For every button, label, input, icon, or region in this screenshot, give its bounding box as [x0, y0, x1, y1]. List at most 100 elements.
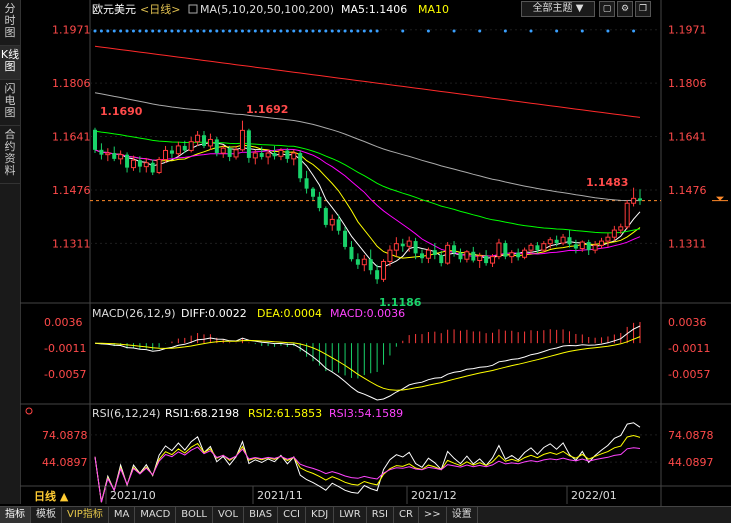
restore-icon[interactable]: ❐ — [635, 1, 651, 17]
signal-dot — [606, 29, 610, 33]
candle-body — [464, 251, 470, 260]
annotation-recent-high: 1.1483 — [586, 176, 628, 189]
ma-params: MA(5,10,20,50,100,200) — [200, 3, 334, 16]
candle-body — [484, 255, 489, 264]
tab-timeshare[interactable]: 分时图 — [0, 0, 20, 46]
ma5-value: MA5:1.1406 — [341, 3, 407, 16]
period-indicator[interactable]: 日线 ▲ — [34, 489, 69, 503]
date-label: 2021/11 — [257, 489, 303, 502]
tab-lightning[interactable]: 闪电图 — [0, 80, 20, 126]
toolbar-tab[interactable]: VOL — [213, 507, 245, 523]
toolbar-tab[interactable]: LWR — [334, 507, 367, 523]
candle-body — [233, 149, 239, 158]
toolbar-tab[interactable]: MA — [109, 507, 136, 523]
signal-dot — [375, 29, 379, 33]
date-label: 2021/10 — [110, 489, 156, 502]
grid-lines — [90, 29, 661, 244]
candle-body — [528, 244, 534, 251]
toolbar-tab[interactable]: CR — [394, 507, 419, 523]
toolbar-tab[interactable]: 设置 — [447, 507, 478, 523]
tab-contract-info[interactable]: 合约资料 — [0, 126, 20, 184]
signal-dot — [305, 29, 309, 33]
signal-dot — [478, 29, 482, 33]
signal-dot — [503, 29, 507, 33]
candle-body — [291, 152, 297, 160]
theme-dropdown[interactable]: 全部主题 ▼ — [521, 1, 595, 17]
tab-kline[interactable]: K线图 — [0, 46, 20, 80]
candle-body — [413, 241, 418, 254]
signal-dot — [260, 29, 264, 33]
toolbar-tab[interactable]: BIAS — [244, 507, 279, 523]
candle-body — [432, 250, 437, 256]
signal-dot — [324, 29, 328, 33]
signal-dot — [176, 29, 180, 33]
candle-body — [259, 153, 264, 157]
candle-body — [175, 145, 181, 155]
signal-dot — [164, 29, 168, 33]
toolbar-tab[interactable]: MACD — [135, 507, 177, 523]
rsi1-value: RSI1:68.2198 — [165, 407, 239, 420]
signal-dot — [228, 29, 232, 33]
candle-body — [541, 243, 547, 251]
annotation-high-1: 1.1690 — [100, 105, 143, 118]
annotation-low: 1.1186 — [379, 296, 422, 309]
signal-dot — [106, 29, 110, 33]
settings-icon[interactable]: ⚙ — [617, 1, 633, 17]
signal-dot — [202, 29, 206, 33]
instrument-name: 欧元美元 — [92, 3, 136, 16]
rsi1-line — [94, 422, 641, 503]
toolbar-tab[interactable]: CCI — [278, 507, 307, 523]
macd-value: MACD:0.0036 — [330, 307, 405, 320]
kline-chart[interactable]: 1.1971 1.1971 1.1806 1.1806 1.1641 1.1641 1.14… — [0, 0, 731, 506]
candle-body — [605, 236, 611, 242]
signal-dots — [93, 29, 636, 33]
signal-dot — [138, 29, 142, 33]
toolbar-tab[interactable]: >> — [419, 507, 447, 523]
toolbar-tab[interactable]: RSI — [367, 507, 394, 523]
macd-tick-left: -0.0057 — [44, 368, 86, 381]
candle-body — [496, 242, 502, 258]
signal-dot — [247, 29, 251, 33]
toolbar-tab[interactable]: 指标 — [0, 507, 31, 523]
signal-dot — [311, 29, 315, 33]
rsi3-line — [94, 446, 641, 503]
signal-dot — [189, 29, 193, 33]
record-icon[interactable] — [25, 407, 33, 415]
candle-body — [130, 159, 136, 169]
panel-borders — [20, 0, 731, 506]
price-tick-right: 1.1641 — [668, 131, 707, 144]
candle-body — [182, 145, 187, 151]
maximize-icon[interactable]: ▢ — [599, 1, 615, 17]
signal-dot — [125, 29, 129, 33]
signal-dot — [330, 29, 334, 33]
candle-body — [336, 219, 341, 231]
candle-body — [425, 249, 431, 259]
candle-body — [163, 149, 169, 161]
signal-dot — [151, 29, 155, 33]
signal-dot — [157, 29, 161, 33]
macd-dea-line — [94, 336, 641, 391]
candle-body — [579, 241, 585, 250]
signal-dot — [356, 29, 360, 33]
rsi3-value: RSI3:54.1589 — [329, 407, 403, 420]
macd-dea: DEA:0.0004 — [257, 307, 322, 320]
price-tick-left: 1.1806 — [52, 77, 91, 90]
signal-dot — [362, 29, 366, 33]
candle-body — [220, 147, 226, 154]
candle-body — [387, 249, 393, 262]
candle-body — [156, 159, 162, 173]
candle-body — [471, 251, 476, 261]
candle-body — [214, 139, 219, 154]
candle-body — [611, 229, 617, 238]
signal-dot — [234, 29, 238, 33]
signal-dot — [426, 29, 430, 33]
toolbar-tab[interactable]: BOLL — [176, 507, 213, 523]
toolbar-tab[interactable]: KDJ — [306, 507, 335, 523]
candle-body — [573, 244, 578, 249]
ma-settings-icon[interactable] — [188, 4, 198, 14]
candle-body — [458, 252, 463, 260]
candle-body — [188, 141, 194, 151]
toolbar-tab[interactable]: VIP指标 — [62, 507, 109, 523]
signal-dot — [555, 29, 559, 33]
toolbar-tab[interactable]: 模板 — [31, 507, 62, 523]
